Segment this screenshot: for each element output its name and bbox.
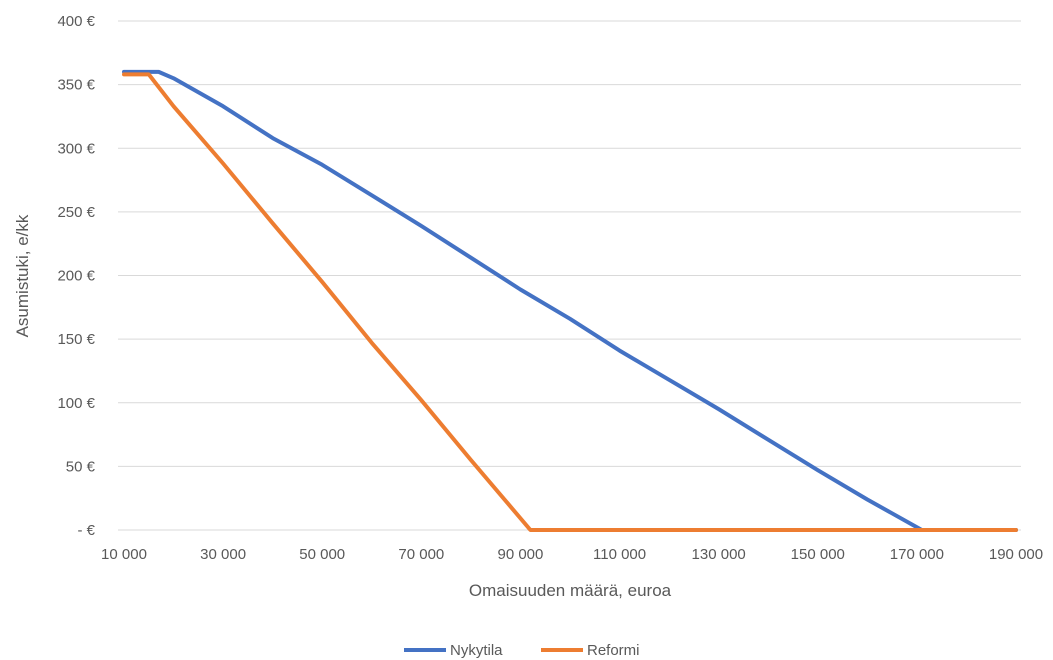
x-tick-label: 150 000 [791,546,845,563]
legend-label-nykytila: Nykytila [450,642,503,659]
series-lines [122,69,1018,532]
x-tick-label: 50 000 [299,546,345,563]
legend: Nykytila Reformi [404,642,640,659]
series-line-reformi [122,72,1018,532]
x-tick-label: 10 000 [101,546,147,563]
y-tick-label: 150 € [57,331,95,348]
y-tick-label: 400 € [57,13,95,30]
y-tick-label: 300 € [57,140,95,157]
x-tick-label: 110 000 [593,546,646,563]
x-tick-label: 130 000 [692,546,746,563]
legend-label-reformi: Reformi [587,642,640,659]
gridlines [118,20,1021,531]
y-tick-label: 100 € [57,395,95,412]
y-tick-label: 350 € [57,77,95,94]
series-line-nykytila [122,69,1018,532]
y-tick-label: 250 € [57,204,95,221]
x-tick-label: 30 000 [200,546,246,563]
y-tick-label: 50 € [66,458,96,475]
y-axis-ticks: - € 50 € 100 € 150 € 200 € 250 € 300 € 350 € 400… [57,13,95,539]
y-axis-title: Asumistuki, e/kk [13,214,32,337]
x-tick-label: 90 000 [497,546,543,563]
y-tick-label: - € [77,522,95,539]
x-axis-title: Omaisuuden määrä, euroa [469,581,672,600]
y-tick-label: 200 € [57,268,95,285]
x-tick-label: 190 000 [989,546,1043,563]
x-axis-ticks: 10 000 30 000 50 000 70 000 90 000 110 000 130… [101,546,1043,563]
x-tick-label: 70 000 [398,546,444,563]
x-tick-label: 170 000 [890,546,944,563]
